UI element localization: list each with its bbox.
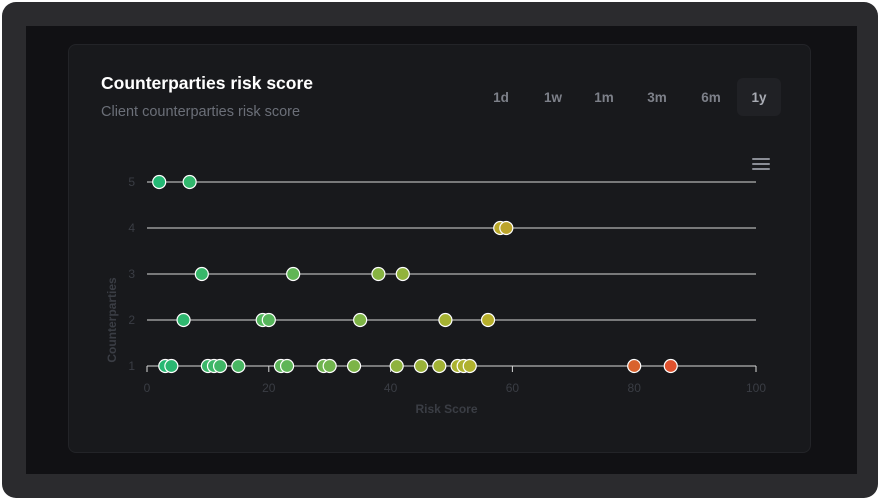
- range-3m-button[interactable]: 3m: [647, 89, 667, 105]
- x-tick-label-0: 0: [144, 381, 151, 395]
- data-point-0: [152, 174, 167, 190]
- x-tick-label-40: 40: [384, 381, 398, 395]
- screen: Counterparties risk score Client counter…: [26, 26, 857, 474]
- data-point-25: [389, 358, 404, 374]
- y-tick-label-2: 2: [128, 313, 135, 327]
- chart-menu-icon[interactable]: [752, 158, 770, 172]
- y-tick-label-1: 1: [128, 359, 135, 373]
- y-tick-label-3: 3: [128, 267, 135, 281]
- range-6m-button[interactable]: 6m: [701, 89, 721, 105]
- card-title: Counterparties risk score: [101, 73, 314, 93]
- x-tick-label-80: 80: [628, 381, 642, 395]
- data-point-4: [194, 266, 209, 282]
- data-point-10: [261, 312, 276, 328]
- range-1d-button[interactable]: 1d: [493, 89, 509, 105]
- card-subtitle: Client counterparties risk score: [101, 104, 301, 120]
- data-point-30: [462, 358, 477, 374]
- range-1w-button[interactable]: 1w: [543, 89, 562, 105]
- y-tick-label-4: 4: [128, 221, 135, 235]
- risk-score-card: Counterparties risk score Client counter…: [68, 44, 811, 453]
- data-point-12: [438, 312, 453, 328]
- x-axis-title: Risk Score: [415, 402, 477, 416]
- data-point-8: [176, 312, 191, 328]
- y-axis-title: Counterparties: [105, 277, 119, 363]
- data-point-21: [279, 358, 295, 374]
- risk-scatter-chart: 1 2 3 4 5 0 20 40 60 80 100 Risk Score Counterpartie…: [105, 174, 766, 416]
- data-point-3: [499, 220, 514, 236]
- data-point-13: [480, 312, 496, 328]
- data-point-32: [663, 358, 678, 374]
- x-tick-label-60: 60: [506, 381, 520, 395]
- data-point-24: [346, 358, 362, 374]
- x-tick-label-20: 20: [262, 381, 276, 395]
- data-point-23: [322, 358, 337, 374]
- data-point-27: [432, 358, 447, 374]
- data-point-19: [231, 358, 246, 374]
- data-point-5: [286, 266, 301, 282]
- data-point-6: [371, 266, 386, 282]
- y-tick-label-5: 5: [128, 175, 135, 189]
- range-1m-button[interactable]: 1m: [594, 89, 614, 105]
- data-point-18: [212, 358, 228, 374]
- data-point-7: [395, 266, 410, 282]
- range-1y-button[interactable]: 1y: [737, 78, 781, 116]
- x-tick-label-100: 100: [746, 381, 766, 395]
- data-point-31: [627, 358, 642, 374]
- data-point-26: [413, 358, 429, 374]
- data-point-1: [182, 174, 197, 190]
- data-point-15: [164, 358, 179, 374]
- data-point-11: [353, 312, 368, 328]
